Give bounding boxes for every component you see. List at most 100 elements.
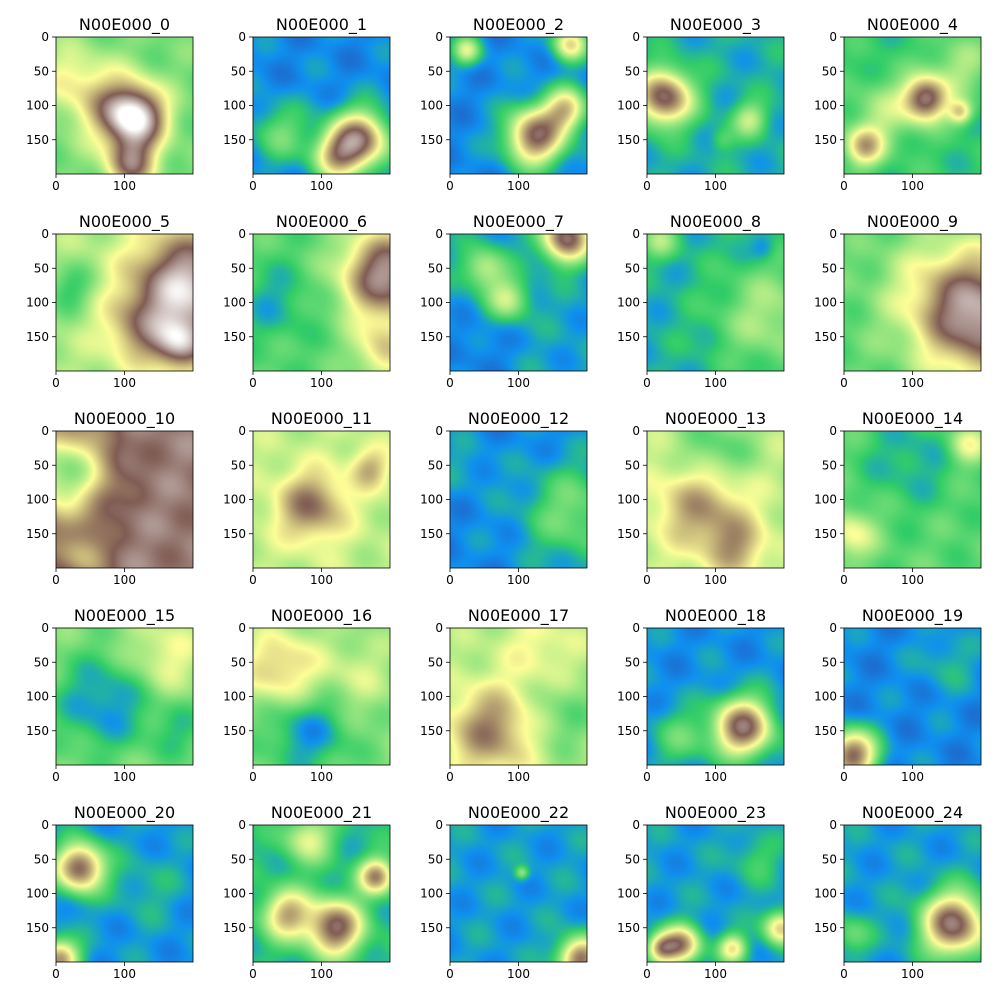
subplot-title: N00E000_10 [74,409,175,429]
subplot-title: N00E000_6 [276,212,367,232]
x-tick-label: 0 [643,770,651,784]
x-tick-label: 100 [507,967,530,981]
subplot-24: N00E000_24 0 100 0 50 100 150 [814,803,982,981]
y-tick-label: 50 [625,852,640,866]
y-tick-label: 50 [34,852,49,866]
x-tick-label: 0 [446,967,454,981]
subplot-17: N00E000_17 0 100 0 50 100 150 [420,606,588,784]
heatmap-image [450,431,587,568]
y-tick-label: 0 [238,424,246,438]
y-tick-label: 100 [814,690,837,704]
y-tick-label: 50 [428,64,443,78]
y-tick-label: 0 [829,818,837,832]
subplot-title: N00E000_1 [276,15,367,35]
y-tick-label: 150 [26,330,49,344]
x-tick-label: 100 [507,179,530,193]
subplot-11: N00E000_11 0 100 0 50 100 150 [223,409,391,587]
subplot-1: N00E000_1 0 100 0 50 100 150 [223,15,391,193]
y-tick-label: 0 [435,818,443,832]
subplot-7: N00E000_7 0 100 0 50 100 150 [420,212,588,390]
y-tick-label: 50 [822,655,837,669]
heatmap-image [450,628,587,765]
subplot-title: N00E000_8 [670,212,761,232]
y-tick-label: 50 [231,261,246,275]
y-tick-label: 50 [625,458,640,472]
y-tick-label: 50 [822,261,837,275]
x-tick-label: 0 [249,376,257,390]
subplot-title: N00E000_3 [670,15,761,35]
x-tick-label: 0 [840,573,848,587]
y-tick-label: 0 [632,818,640,832]
x-tick-label: 100 [507,376,530,390]
subplot-18: N00E000_18 0 100 0 50 100 150 [617,606,785,784]
heatmap-image [844,37,981,174]
y-tick-label: 150 [420,527,443,541]
y-tick-label: 0 [435,621,443,635]
heatmap-image [450,825,587,962]
y-tick-label: 150 [617,330,640,344]
y-tick-label: 50 [428,852,443,866]
subplot-2: N00E000_2 0 100 0 50 100 150 [420,15,588,193]
heatmap-image [56,628,193,765]
x-tick-label: 0 [840,770,848,784]
x-tick-label: 0 [643,573,651,587]
y-tick-label: 100 [420,690,443,704]
subplot-21: N00E000_21 0 100 0 50 100 150 [223,803,391,981]
subplot-4: N00E000_4 0 100 0 50 100 150 [814,15,982,193]
x-tick-label: 0 [840,967,848,981]
subplot-0: N00E000_0 0 100 0 50 100 150 [26,15,194,193]
subplot-5: N00E000_5 0 100 0 50 100 150 [26,212,194,390]
y-tick-label: 50 [822,64,837,78]
y-tick-label: 0 [41,818,49,832]
y-tick-label: 50 [34,458,49,472]
y-tick-label: 50 [428,458,443,472]
subplot-12: N00E000_12 0 100 0 50 100 150 [420,409,588,587]
heatmap-image [844,628,981,765]
y-tick-label: 150 [26,527,49,541]
subplot-title: N00E000_16 [271,606,372,626]
subplot-title: N00E000_15 [74,606,175,626]
y-tick-label: 150 [26,133,49,147]
y-tick-label: 100 [814,887,837,901]
x-tick-label: 0 [446,179,454,193]
y-tick-label: 50 [822,852,837,866]
x-tick-label: 100 [310,770,333,784]
y-tick-label: 150 [617,724,640,738]
y-tick-label: 100 [26,296,49,310]
heatmap-image [253,37,390,174]
y-tick-label: 0 [632,424,640,438]
y-tick-label: 100 [26,887,49,901]
x-tick-label: 100 [507,770,530,784]
x-tick-label: 0 [643,967,651,981]
x-tick-label: 100 [704,179,727,193]
subplot-title: N00E000_9 [867,212,958,232]
y-tick-label: 100 [617,690,640,704]
y-tick-label: 100 [223,690,246,704]
x-tick-label: 0 [840,376,848,390]
subplot-16: N00E000_16 0 100 0 50 100 150 [223,606,391,784]
y-tick-label: 50 [625,655,640,669]
y-tick-label: 0 [632,621,640,635]
y-tick-label: 150 [420,724,443,738]
x-tick-label: 0 [643,179,651,193]
y-tick-label: 150 [223,724,246,738]
x-tick-label: 0 [52,573,60,587]
heatmap-image [56,37,193,174]
y-tick-label: 150 [814,527,837,541]
y-tick-label: 150 [420,133,443,147]
x-tick-label: 100 [901,573,924,587]
y-tick-label: 0 [41,30,49,44]
y-tick-label: 100 [26,493,49,507]
y-tick-label: 50 [625,64,640,78]
subplot-title: N00E000_14 [862,409,963,429]
x-tick-label: 0 [446,376,454,390]
heatmap-image [647,431,784,568]
heatmap-image [844,825,981,962]
y-tick-label: 150 [223,921,246,935]
subplot-15: N00E000_15 0 100 0 50 100 150 [26,606,194,784]
x-tick-label: 100 [310,179,333,193]
heatmap-image [56,825,193,962]
x-tick-label: 0 [52,770,60,784]
subplot-title: N00E000_12 [468,409,569,429]
